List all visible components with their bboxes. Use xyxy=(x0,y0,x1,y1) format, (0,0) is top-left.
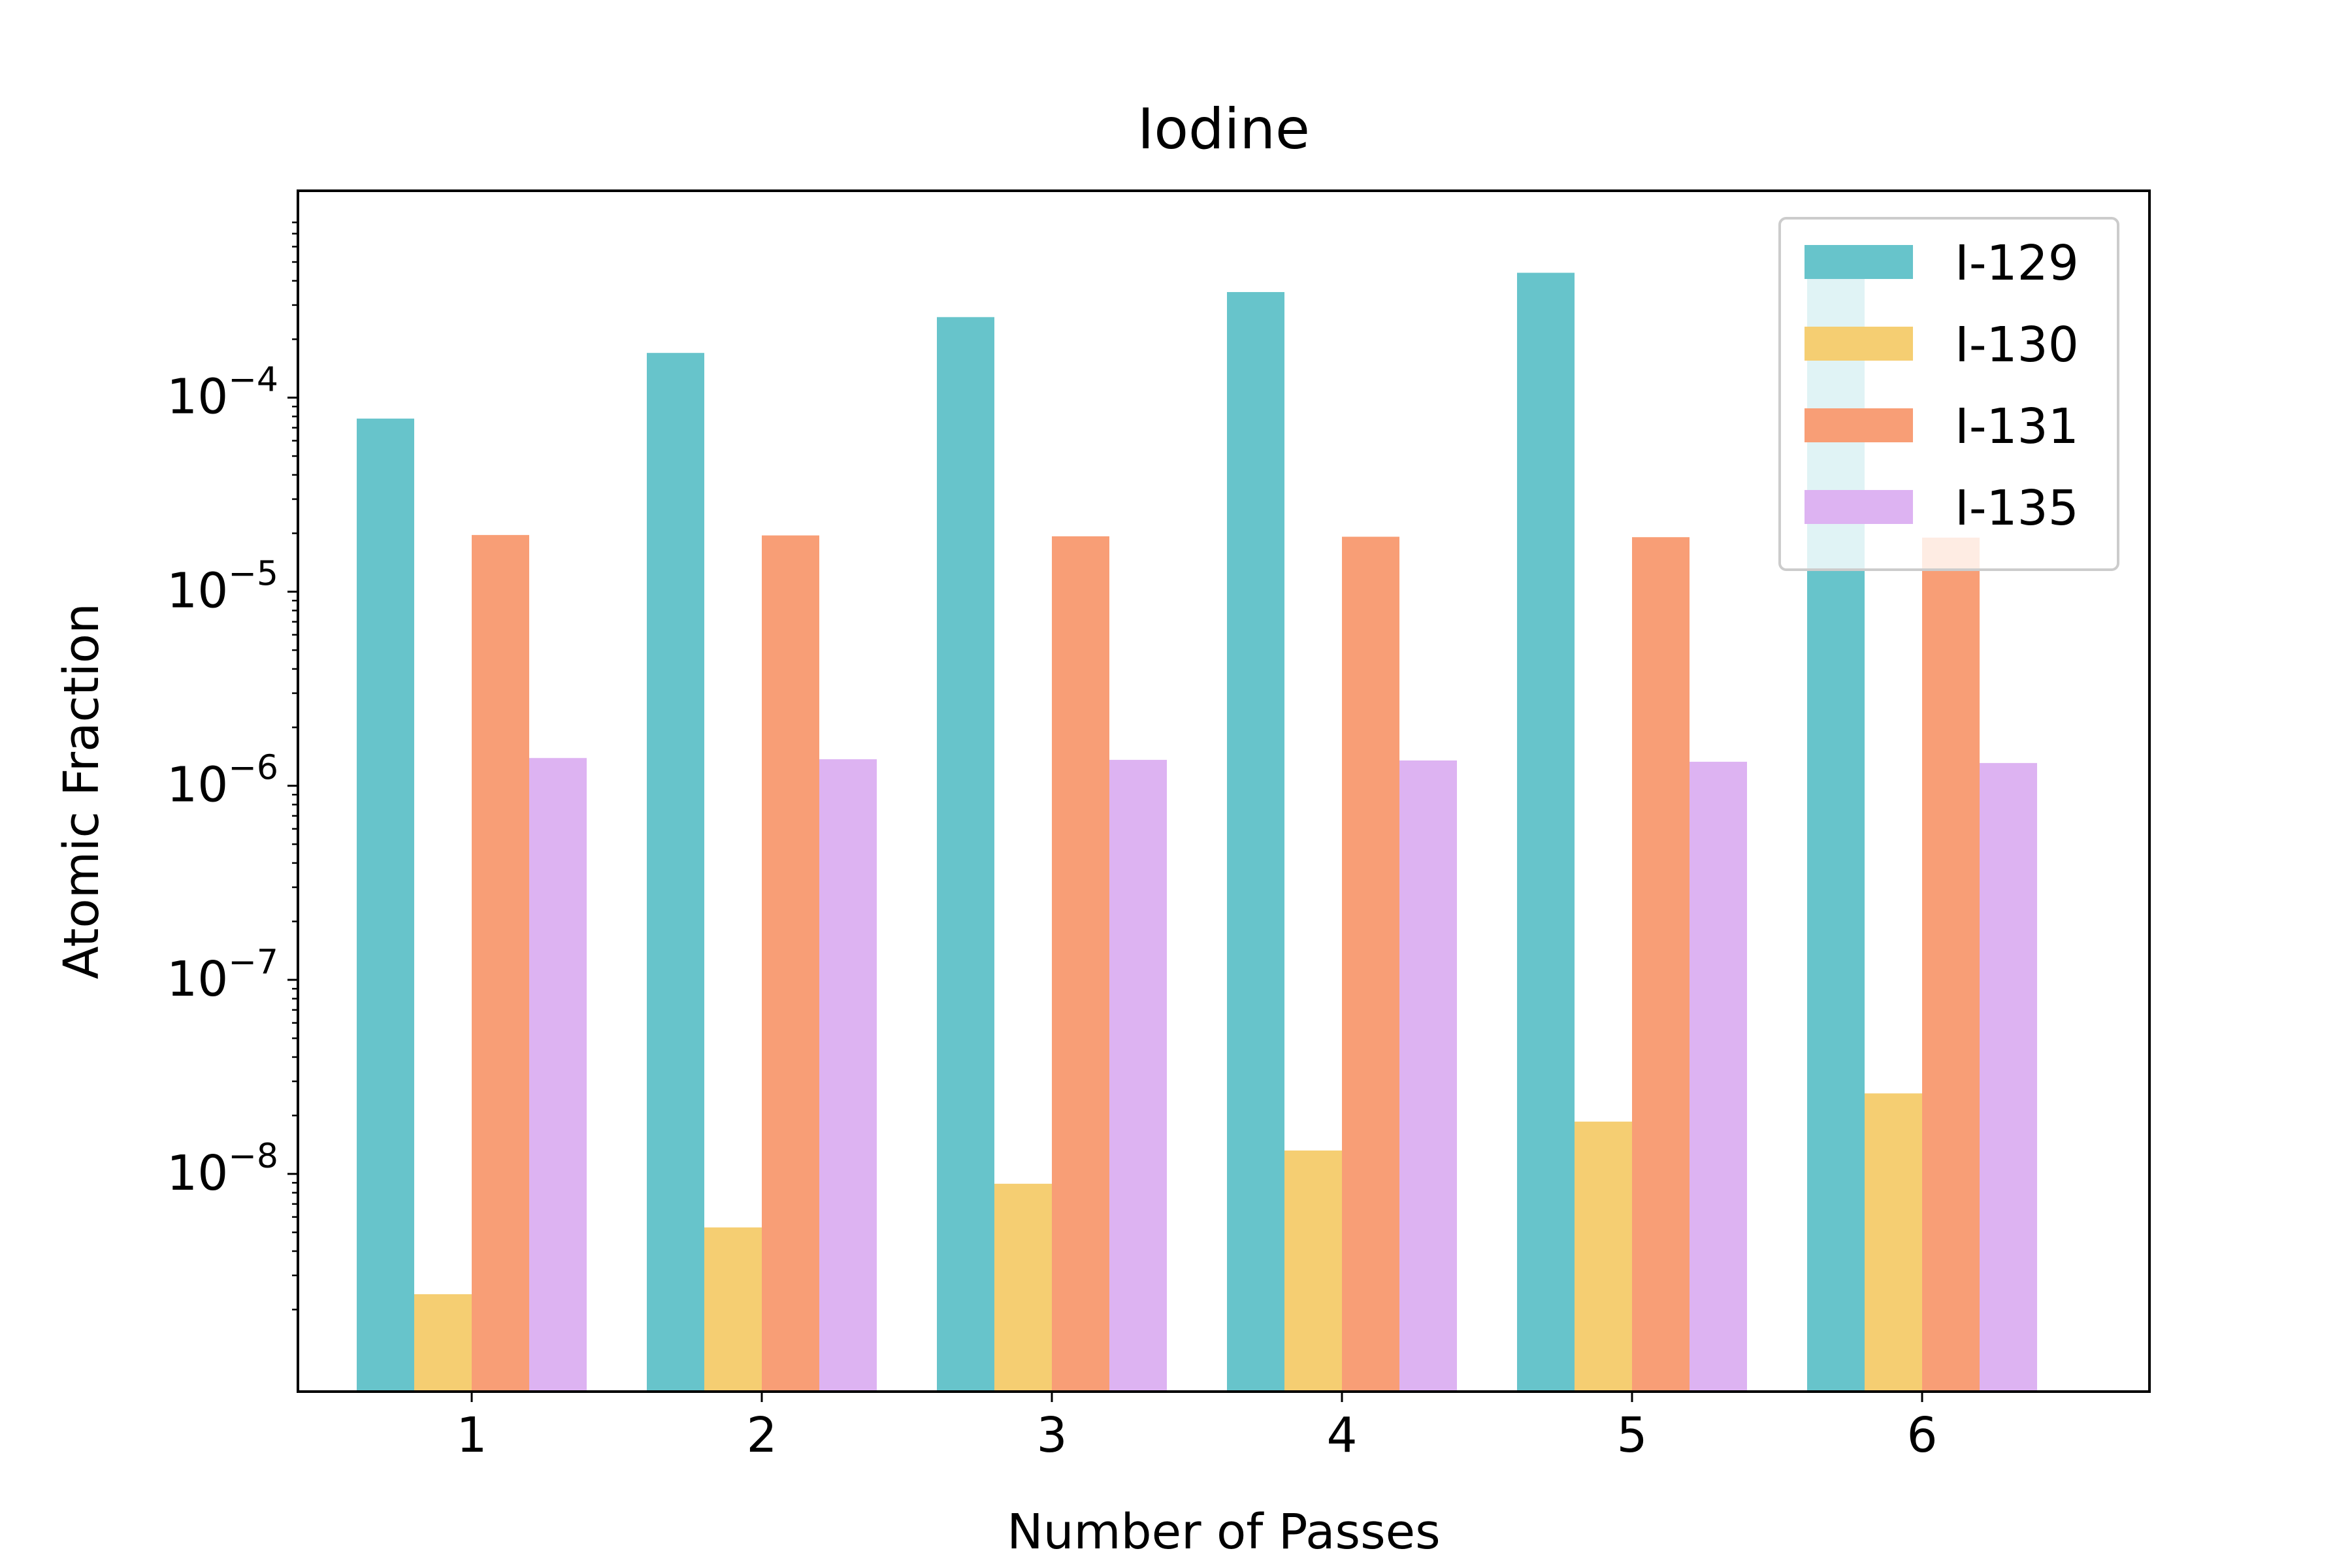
legend-label-i-130: I-130 xyxy=(1955,317,2079,373)
bar-i-135-pass-5 xyxy=(1690,761,1747,1392)
bar-i-135-pass-3 xyxy=(1109,760,1167,1392)
bar-i-131-pass-1 xyxy=(472,534,529,1392)
x-tick-label: 3 xyxy=(1036,1407,1067,1463)
x-tick-label: 5 xyxy=(1616,1407,1647,1463)
bar-i-135-pass-1 xyxy=(529,758,587,1392)
bar-i-131-pass-4 xyxy=(1342,536,1399,1392)
y-tick-label: 10−8 xyxy=(167,1137,278,1201)
y-axis-label: Atomic Fraction xyxy=(54,603,110,979)
plot-frame xyxy=(297,189,2151,1393)
bar-i-135-pass-6 xyxy=(1980,762,2037,1392)
bar-i-135-pass-2 xyxy=(819,759,877,1392)
bar-i-130-pass-1 xyxy=(414,1294,472,1392)
x-tick-label: 1 xyxy=(456,1407,487,1463)
legend-swatch-i-129 xyxy=(1805,245,1913,279)
legend: I-129 I-130 I-131 I-135 xyxy=(1778,217,2119,571)
bar-i-135-pass-4 xyxy=(1399,760,1457,1392)
bars-layer xyxy=(357,262,2037,1392)
y-tick-label: 10−5 xyxy=(167,555,278,619)
bar-i-129-pass-2 xyxy=(647,353,704,1392)
bar-i-130-pass-6 xyxy=(1865,1093,1922,1392)
bar-i-130-pass-3 xyxy=(994,1183,1052,1392)
legend-label-i-135: I-135 xyxy=(1955,480,2079,536)
bar-i-130-pass-5 xyxy=(1575,1121,1632,1392)
bar-i-131-pass-5 xyxy=(1632,537,1690,1392)
legend-swatch-i-135 xyxy=(1805,490,1913,524)
x-tick-label: 2 xyxy=(746,1407,777,1463)
bar-i-131-pass-3 xyxy=(1052,536,1109,1392)
x-axis-label: Number of Passes xyxy=(1007,1504,1440,1560)
legend-box xyxy=(1778,217,2119,571)
legend-label-i-129: I-129 xyxy=(1955,235,2079,291)
bar-i-131-pass-6 xyxy=(1922,537,1980,1392)
y-tick-label: 10−7 xyxy=(167,943,278,1007)
x-tick-label: 4 xyxy=(1326,1407,1357,1463)
chart-title: Iodine xyxy=(1137,97,1310,162)
bar-i-130-pass-4 xyxy=(1284,1150,1342,1392)
legend-label-i-131: I-131 xyxy=(1955,399,2079,455)
bar-i-129-pass-5 xyxy=(1517,272,1575,1392)
bar-i-131-pass-2 xyxy=(762,535,819,1392)
bar-i-129-pass-4 xyxy=(1227,292,1284,1392)
y-tick-label: 10−4 xyxy=(167,361,278,425)
bar-i-129-pass-1 xyxy=(357,418,414,1392)
bar-i-130-pass-2 xyxy=(704,1227,762,1392)
y-tick-label: 10−6 xyxy=(167,749,278,813)
legend-swatch-i-131 xyxy=(1805,408,1913,442)
legend-swatch-i-130 xyxy=(1805,327,1913,361)
bar-i-129-pass-3 xyxy=(937,317,994,1392)
x-tick-label: 6 xyxy=(1906,1407,1937,1463)
